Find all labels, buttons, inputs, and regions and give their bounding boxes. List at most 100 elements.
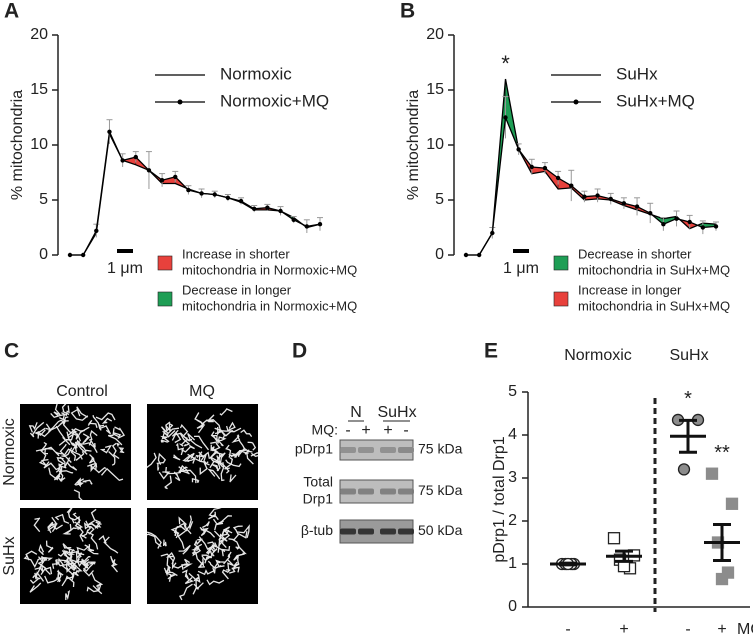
micrograph: [20, 508, 131, 604]
point: [700, 225, 706, 230]
point: [677, 463, 691, 476]
mitochondrion: [188, 572, 201, 583]
mitochondrion: [55, 469, 64, 483]
mitochondrion: [55, 559, 75, 569]
scale-label: 1 μm: [107, 260, 143, 277]
mitochondrion: [178, 544, 191, 555]
legend-marker: [177, 99, 183, 105]
mitochondrion: [83, 558, 90, 569]
mitochondrion: [181, 558, 190, 570]
mitochondrion: [208, 511, 219, 521]
mitochondrion: [111, 442, 120, 460]
mitochondrion: [56, 457, 65, 467]
fill-legend-label: Decrease in longer: [182, 282, 292, 297]
mitochondrion: [158, 466, 171, 480]
panel-letter: B: [400, 0, 415, 23]
band: [358, 447, 374, 453]
mitochondrion: [110, 557, 117, 568]
point: [529, 164, 534, 170]
blot-label: β-tub: [301, 522, 333, 538]
mitochondrion: [219, 427, 242, 437]
mq-sign: -: [403, 422, 408, 439]
band: [358, 488, 374, 495]
mitochondrion: [225, 421, 236, 432]
panel-letter: D: [292, 340, 307, 363]
mitochondrion: [191, 477, 200, 483]
mitochondrion: [197, 561, 205, 569]
band: [340, 447, 356, 453]
y-axis-label: % mitochondria: [9, 90, 26, 200]
mitochondrion: [71, 439, 85, 449]
mitochondrion: [63, 448, 83, 460]
mitochondrion: [162, 430, 176, 438]
mitochondrion: [217, 436, 227, 444]
y-tick-label: 20: [30, 26, 48, 43]
mitochondrion: [44, 566, 53, 575]
point: [107, 129, 112, 134]
mitochondrion: [66, 457, 78, 471]
mitochondrion: [229, 566, 240, 574]
mitochondrion: [58, 432, 75, 446]
size-label: 50 kDa: [418, 522, 463, 538]
series-line: [466, 117, 717, 256]
mitochondrion: [225, 444, 232, 458]
y-tick-label: 5: [435, 191, 444, 208]
point: [80, 252, 86, 258]
mitochondrion: [101, 417, 113, 424]
mitochondrion: [65, 590, 71, 601]
point: [595, 193, 600, 198]
mitochondrion: [188, 515, 194, 531]
mitochondrion: [103, 536, 119, 554]
annotation: *: [684, 388, 692, 410]
mitochondrion: [192, 543, 203, 557]
mitochondrion: [58, 463, 63, 473]
fill-legend-label: mitochondria in Normoxic+MQ: [182, 298, 357, 313]
mitochondrion: [147, 533, 162, 548]
mitochondrion: [178, 516, 188, 532]
mitochondrion: [91, 573, 104, 587]
point: [634, 204, 640, 209]
micrograph-texture: [23, 404, 258, 601]
panel-letter: A: [4, 0, 19, 23]
point: [725, 497, 739, 510]
mitochondrion: [90, 465, 107, 474]
point: [120, 158, 125, 163]
mitochondrion: [250, 452, 258, 458]
series-line: [70, 129, 321, 256]
mitochondrion: [29, 576, 41, 585]
band: [380, 488, 396, 495]
mitochondrion: [187, 451, 203, 462]
mitochondrion: [53, 404, 61, 417]
legend-label: Normoxic+MQ: [220, 91, 329, 110]
mitochondrion: [55, 451, 64, 457]
mitochondrion: [82, 562, 96, 572]
point: [133, 154, 138, 160]
mitochondrion: [226, 558, 234, 571]
mitochondrion: [173, 526, 186, 534]
mitochondrion: [70, 408, 89, 421]
point: [265, 205, 270, 210]
group-label: Normoxic: [564, 347, 632, 364]
mitochondrion: [88, 544, 95, 552]
mitochondrion: [73, 489, 83, 500]
legend-label: SuHx: [616, 64, 658, 83]
point: [212, 192, 217, 197]
mitochondrion: [37, 556, 54, 561]
mitochondrion: [62, 524, 72, 535]
mitochondrion: [61, 447, 73, 457]
mitochondrion: [66, 508, 73, 520]
mitochondrion: [225, 459, 242, 468]
mitochondrion: [211, 442, 221, 454]
mitochondrion: [202, 521, 210, 529]
size-label: 75 kDa: [418, 441, 463, 457]
mitochondrion: [54, 513, 70, 524]
legend-label: Normoxic: [220, 64, 292, 83]
y-tick-label: 2: [508, 512, 517, 529]
fill-legend-swatch: [553, 291, 569, 307]
x-axis-label: MQ: [737, 621, 753, 638]
mitochondrion: [66, 557, 85, 568]
y-tick-label: 10: [30, 136, 48, 153]
mitochondrion: [160, 439, 169, 443]
group-label: SuHx: [377, 404, 416, 421]
y-tick-label: 0: [508, 598, 517, 615]
